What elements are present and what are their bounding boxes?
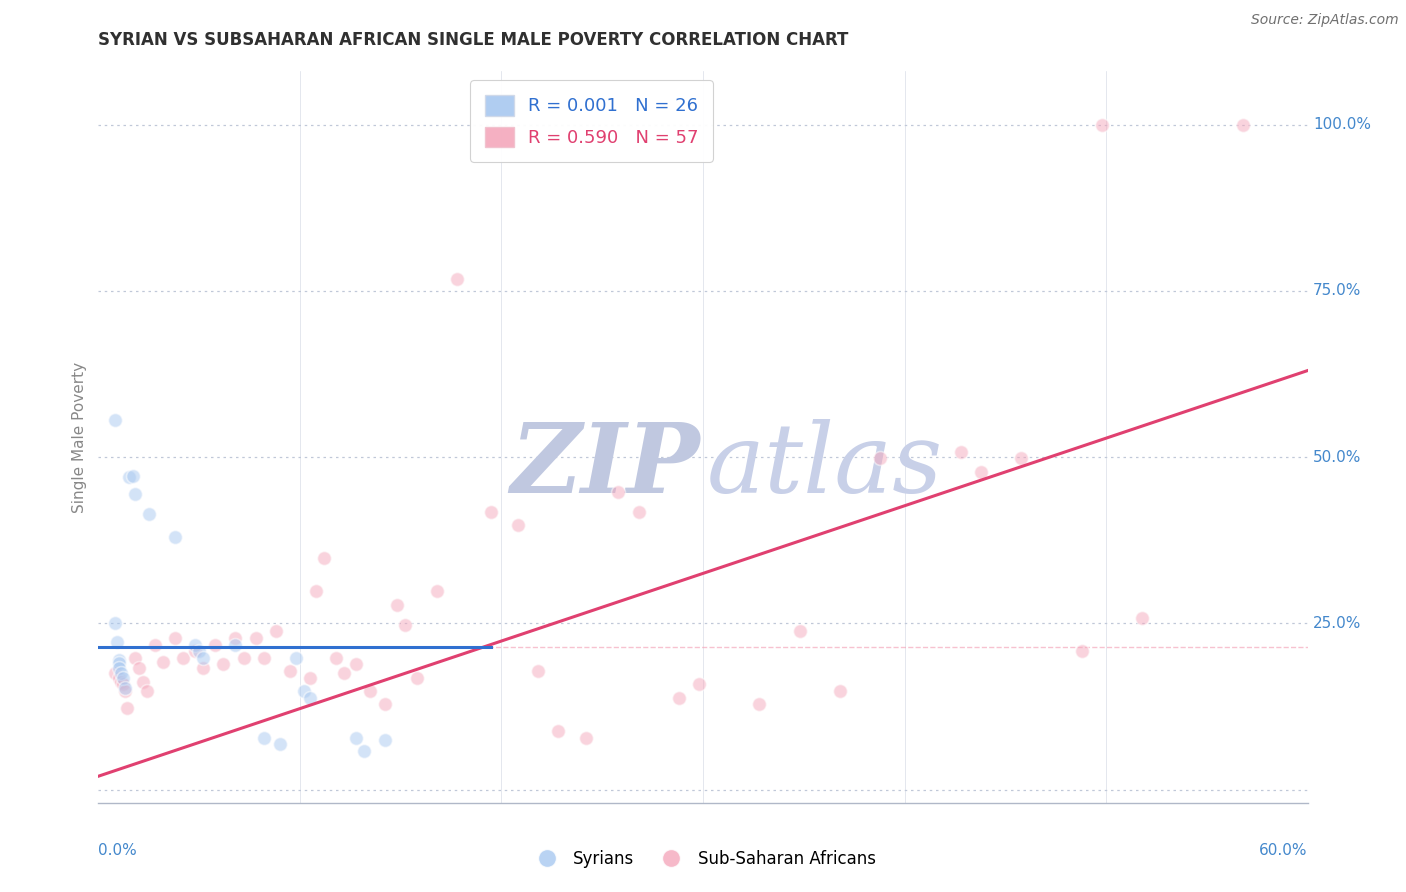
Point — [128, 661, 150, 675]
Point — [111, 671, 134, 685]
Text: 50.0%: 50.0% — [1313, 450, 1361, 465]
Text: atlas: atlas — [707, 419, 943, 513]
Point — [204, 638, 226, 652]
Point — [305, 584, 328, 599]
Point — [143, 638, 166, 652]
Point — [970, 465, 993, 479]
Point — [184, 644, 207, 658]
Point — [668, 690, 690, 705]
Point — [193, 661, 215, 675]
Legend: Syrians, Sub-Saharan Africans: Syrians, Sub-Saharan Africans — [523, 844, 883, 875]
Point — [138, 507, 160, 521]
Point — [374, 698, 396, 712]
Point — [1010, 451, 1032, 466]
Point — [314, 551, 336, 566]
Point — [118, 470, 141, 484]
Text: Source: ZipAtlas.com: Source: ZipAtlas.com — [1251, 13, 1399, 28]
Point — [132, 674, 155, 689]
Text: ZIP: ZIP — [510, 419, 699, 513]
Point — [114, 684, 136, 698]
Point — [344, 657, 367, 672]
Point — [107, 656, 129, 670]
Point — [278, 664, 301, 678]
Point — [1070, 644, 1092, 658]
Text: 0.0%: 0.0% — [98, 843, 138, 858]
Point — [172, 650, 194, 665]
Point — [360, 684, 382, 698]
Point — [405, 671, 427, 685]
Point — [232, 650, 254, 665]
Point — [212, 657, 235, 672]
Point — [1232, 118, 1254, 132]
Point — [374, 732, 396, 747]
Point — [344, 731, 367, 745]
Point — [110, 674, 132, 689]
Point — [193, 650, 215, 665]
Point — [135, 684, 157, 698]
Point — [547, 723, 569, 738]
Point — [269, 737, 291, 751]
Y-axis label: Single Male Poverty: Single Male Poverty — [72, 361, 87, 513]
Point — [103, 616, 125, 631]
Point — [949, 444, 972, 458]
Point — [333, 666, 356, 681]
Point — [253, 650, 276, 665]
Point — [105, 635, 128, 649]
Point — [107, 671, 129, 685]
Point — [107, 661, 129, 675]
Point — [184, 638, 207, 652]
Point — [426, 584, 449, 599]
Point — [224, 638, 246, 652]
Point — [1091, 118, 1114, 132]
Point — [688, 677, 710, 691]
Point — [748, 698, 770, 712]
Point — [1130, 611, 1153, 625]
Point — [124, 486, 146, 500]
Text: 25.0%: 25.0% — [1313, 615, 1361, 631]
Point — [828, 684, 851, 698]
Point — [299, 671, 322, 685]
Point — [607, 484, 630, 499]
Point — [385, 598, 408, 612]
Text: SYRIAN VS SUBSAHARAN AFRICAN SINGLE MALE POVERTY CORRELATION CHART: SYRIAN VS SUBSAHARAN AFRICAN SINGLE MALE… — [98, 31, 849, 49]
Point — [107, 653, 129, 667]
Point — [121, 468, 143, 483]
Point — [575, 731, 598, 745]
Point — [245, 631, 267, 645]
Legend: R = 0.001   N = 26, R = 0.590   N = 57: R = 0.001 N = 26, R = 0.590 N = 57 — [470, 80, 713, 161]
Point — [353, 744, 375, 758]
Point — [284, 650, 307, 665]
Point — [103, 666, 125, 681]
Point — [394, 617, 416, 632]
Point — [114, 681, 136, 696]
Point — [111, 677, 134, 691]
Point — [299, 690, 322, 705]
Point — [789, 624, 811, 639]
Point — [627, 504, 650, 518]
Point — [325, 650, 347, 665]
Point — [526, 664, 548, 678]
Text: 100.0%: 100.0% — [1313, 117, 1371, 132]
Point — [152, 655, 174, 669]
Point — [264, 624, 287, 639]
Point — [224, 631, 246, 645]
Point — [253, 731, 276, 745]
Point — [481, 504, 503, 518]
Point — [103, 413, 125, 427]
Point — [124, 650, 146, 665]
Point — [869, 451, 891, 466]
Point — [446, 272, 468, 286]
Point — [163, 530, 186, 544]
Text: 60.0%: 60.0% — [1260, 843, 1308, 858]
Point — [110, 666, 132, 681]
Point — [188, 644, 211, 658]
Point — [292, 684, 315, 698]
Point — [163, 631, 186, 645]
Point — [115, 701, 138, 715]
Text: 75.0%: 75.0% — [1313, 284, 1361, 298]
Point — [506, 517, 529, 532]
